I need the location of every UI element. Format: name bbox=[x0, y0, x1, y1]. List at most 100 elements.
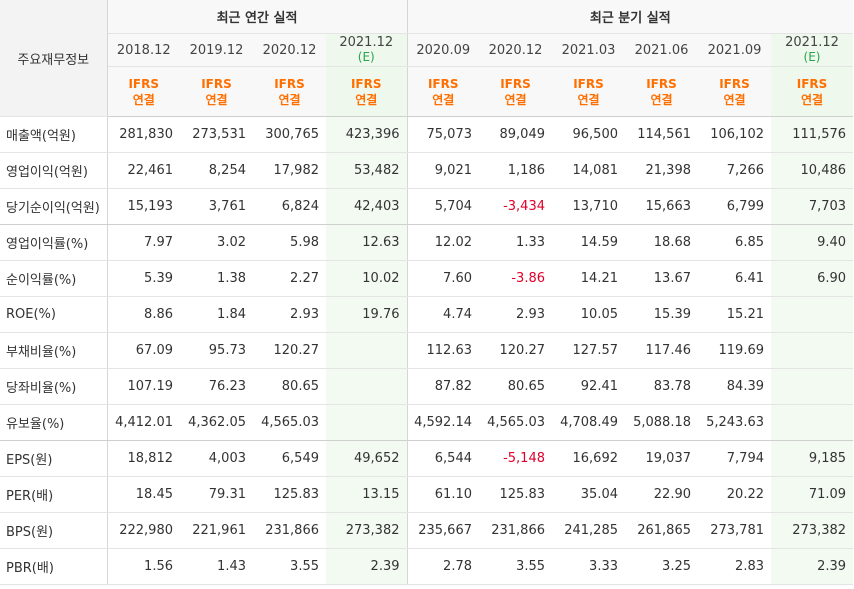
table-row: ROE(%) 8.86 1.84 2.93 19.76 4.74 2.93 10.05 15.3… bbox=[0, 296, 854, 333]
table-cell: 10.05 bbox=[552, 296, 625, 333]
table-cell: 14.21 bbox=[552, 260, 625, 297]
table-cell: 112.63 bbox=[407, 332, 479, 369]
table-cell: 12.02 bbox=[407, 224, 479, 261]
table-cell: 1.33 bbox=[479, 224, 552, 261]
estimate-mark: (E) bbox=[357, 49, 375, 64]
table-cell: 96,500 bbox=[552, 116, 625, 153]
table-cell: 2.39 bbox=[326, 548, 408, 585]
table-cell: 3,761 bbox=[180, 188, 253, 225]
table-row: 당기순이익(억원) 15,193 3,761 6,824 42,403 5,704 -3,4… bbox=[0, 188, 854, 225]
table-cell: 6,799 bbox=[698, 188, 771, 225]
table-cell: 2.83 bbox=[698, 548, 771, 585]
table-cell: 6.41 bbox=[698, 260, 771, 297]
table-cell: 9.40 bbox=[771, 224, 854, 261]
table-cell: 7,794 bbox=[698, 440, 771, 477]
table-cell: 235,667 bbox=[407, 512, 479, 549]
consolidated-label: 연결 bbox=[355, 92, 378, 107]
ifrs-basis-header: IFRS 연결 bbox=[326, 66, 408, 117]
table-cell bbox=[771, 368, 854, 405]
table-cell: 1.84 bbox=[180, 296, 253, 333]
table-cell: 79.31 bbox=[180, 476, 253, 513]
table-cell: 3.33 bbox=[552, 548, 625, 585]
table-cell: 4,592.14 bbox=[407, 404, 479, 441]
table-cell: 49,652 bbox=[326, 440, 408, 477]
table-cell: 9,021 bbox=[407, 152, 479, 189]
table-cell: 3.25 bbox=[625, 548, 698, 585]
ifrs-basis-header: IFRS 연결 bbox=[771, 66, 854, 117]
table-row: BPS(원) 222,980 221,961 231,866 273,382 235,66… bbox=[0, 512, 854, 549]
table-cell: 5.98 bbox=[253, 224, 326, 261]
row-label: 순이익률(%) bbox=[0, 260, 108, 297]
quarterly-section-title: 최근 분기 실적 bbox=[407, 0, 854, 34]
table-cell: 87.82 bbox=[407, 368, 479, 405]
table-cell: 2.39 bbox=[771, 548, 854, 585]
table-cell: 67.09 bbox=[107, 332, 180, 369]
table-cell: 22,461 bbox=[107, 152, 180, 189]
table-row: 유보율(%) 4,412.01 4,362.05 4,565.03 4,592.14 4,… bbox=[0, 404, 854, 441]
consolidated-label: 연결 bbox=[577, 92, 600, 107]
row-label: EPS(원) bbox=[0, 440, 108, 477]
consolidated-label: 연결 bbox=[278, 92, 301, 107]
table-cell: 9,185 bbox=[771, 440, 854, 477]
table-cell: 6.85 bbox=[698, 224, 771, 261]
table-cell: 13.15 bbox=[326, 476, 408, 513]
table-cell: 1.43 bbox=[180, 548, 253, 585]
period-label: 2019.12 bbox=[189, 42, 244, 58]
period-header: 2021.09 bbox=[698, 33, 771, 67]
consolidated-label: 연결 bbox=[723, 92, 746, 107]
ifrs-basis-header: IFRS 연결 bbox=[107, 66, 180, 117]
table-cell: 4,003 bbox=[180, 440, 253, 477]
table-cell: 10.02 bbox=[326, 260, 408, 297]
table-cell: 221,961 bbox=[180, 512, 253, 549]
table-cell: 83.78 bbox=[625, 368, 698, 405]
table-row: 부채비율(%) 67.09 95.73 120.27 112.63 120.27 127.5… bbox=[0, 332, 854, 369]
period-header: 2021.03 bbox=[552, 33, 625, 67]
ifrs-basis-header: IFRS 연결 bbox=[625, 66, 698, 117]
table-cell: 3.02 bbox=[180, 224, 253, 261]
table-cell: 84.39 bbox=[698, 368, 771, 405]
table-cell: 125.83 bbox=[253, 476, 326, 513]
table-cell: 114,561 bbox=[625, 116, 698, 153]
table-cell: 7.97 bbox=[107, 224, 180, 261]
table-cell: 8,254 bbox=[180, 152, 253, 189]
table-cell: 19,037 bbox=[625, 440, 698, 477]
table-cell: 5.39 bbox=[107, 260, 180, 297]
row-label: 매출액(억원) bbox=[0, 116, 108, 153]
period-label: 2020.12 bbox=[262, 42, 317, 58]
table-cell: 20.22 bbox=[698, 476, 771, 513]
period-header: 2020.12 bbox=[479, 33, 552, 67]
table-cell: 3.55 bbox=[253, 548, 326, 585]
table-cell: 5,088.18 bbox=[625, 404, 698, 441]
table-cell: 92.41 bbox=[552, 368, 625, 405]
ifrs-basis-header: IFRS 연결 bbox=[698, 66, 771, 117]
table-cell: 13.67 bbox=[625, 260, 698, 297]
table-cell: 6,544 bbox=[407, 440, 479, 477]
table-cell: 7.60 bbox=[407, 260, 479, 297]
row-label: 유보율(%) bbox=[0, 404, 108, 441]
table-cell: 18.45 bbox=[107, 476, 180, 513]
table-cell: 117.46 bbox=[625, 332, 698, 369]
ifrs-label: IFRS bbox=[128, 76, 160, 91]
table-cell: 127.57 bbox=[552, 332, 625, 369]
table-cell: 13,710 bbox=[552, 188, 625, 225]
table-cell: 119.69 bbox=[698, 332, 771, 369]
table-cell: 2.78 bbox=[407, 548, 479, 585]
table-row: 영업이익률(%) 7.97 3.02 5.98 12.63 12.02 1.33 14.59 1… bbox=[0, 224, 854, 261]
period-label: 2021.12 bbox=[785, 34, 839, 50]
ifrs-basis-header: IFRS 연결 bbox=[180, 66, 253, 117]
table-cell: 120.27 bbox=[479, 332, 552, 369]
period-label: 2021.06 bbox=[634, 42, 689, 58]
period-header: 2018.12 bbox=[107, 33, 180, 67]
ifrs-label: IFRS bbox=[646, 76, 677, 91]
table-cell: 3.55 bbox=[479, 548, 552, 585]
row-label: PER(배) bbox=[0, 476, 108, 513]
table-cell: 14,081 bbox=[552, 152, 625, 189]
row-label: ROE(%) bbox=[0, 296, 108, 333]
consolidated-label: 연결 bbox=[205, 92, 228, 107]
table-cell: 231,866 bbox=[479, 512, 552, 549]
ifrs-label: IFRS bbox=[274, 76, 305, 91]
ifrs-label: IFRS bbox=[719, 76, 750, 91]
table-cell: 1.56 bbox=[107, 548, 180, 585]
table-cell: 22.90 bbox=[625, 476, 698, 513]
